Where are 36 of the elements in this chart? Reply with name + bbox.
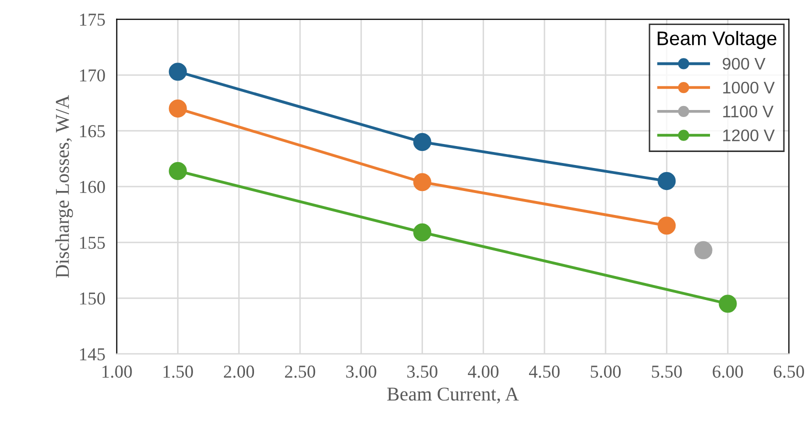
x-tick-label: 1.50 — [164, 366, 193, 378]
y-tick-label: 170 — [80, 69, 105, 82]
legend-label: 1200 V — [723, 129, 775, 142]
y-tick-label: 145 — [80, 348, 105, 360]
x-tick-label: 2.50 — [285, 366, 316, 378]
x-tick-label: 1.00 — [102, 366, 132, 378]
y-tick-label: 165 — [80, 125, 105, 138]
y-axis-title: Discharge Losses, W/A — [55, 95, 73, 278]
point — [168, 62, 187, 81]
x-tick-label: 3.50 — [407, 366, 438, 378]
x-tick-label: 6.50 — [774, 366, 804, 378]
legend-label: 1000 V — [723, 82, 775, 94]
x-axis-title: Beam Current, A — [387, 388, 519, 404]
y-tick-label: 155 — [80, 236, 105, 249]
point — [413, 132, 432, 152]
point — [718, 294, 737, 313]
y-tick-label: 160 — [80, 180, 105, 194]
point — [413, 223, 432, 242]
x-tick-label: 5.50 — [652, 366, 682, 378]
point — [413, 173, 432, 192]
point — [658, 216, 676, 235]
x-tick-label: 2.00 — [224, 366, 254, 378]
x-tick-label: 5.00 — [590, 366, 621, 378]
point — [658, 172, 676, 190]
x-tick-label: 4.00 — [468, 366, 498, 378]
y-tick-label: 150 — [80, 292, 105, 305]
legend-title: Beam Voltage — [658, 30, 776, 50]
legend-label: 1100 V — [723, 106, 774, 118]
point — [168, 162, 187, 180]
x-tick-label: 3.00 — [346, 366, 376, 378]
legend-label: 900 V — [722, 58, 766, 70]
point — [694, 241, 712, 260]
x-tick-label: 6.00 — [712, 366, 743, 378]
y-tick-label: 175 — [80, 14, 105, 26]
point — [168, 100, 187, 118]
x-tick-label: 4.50 — [529, 366, 560, 378]
